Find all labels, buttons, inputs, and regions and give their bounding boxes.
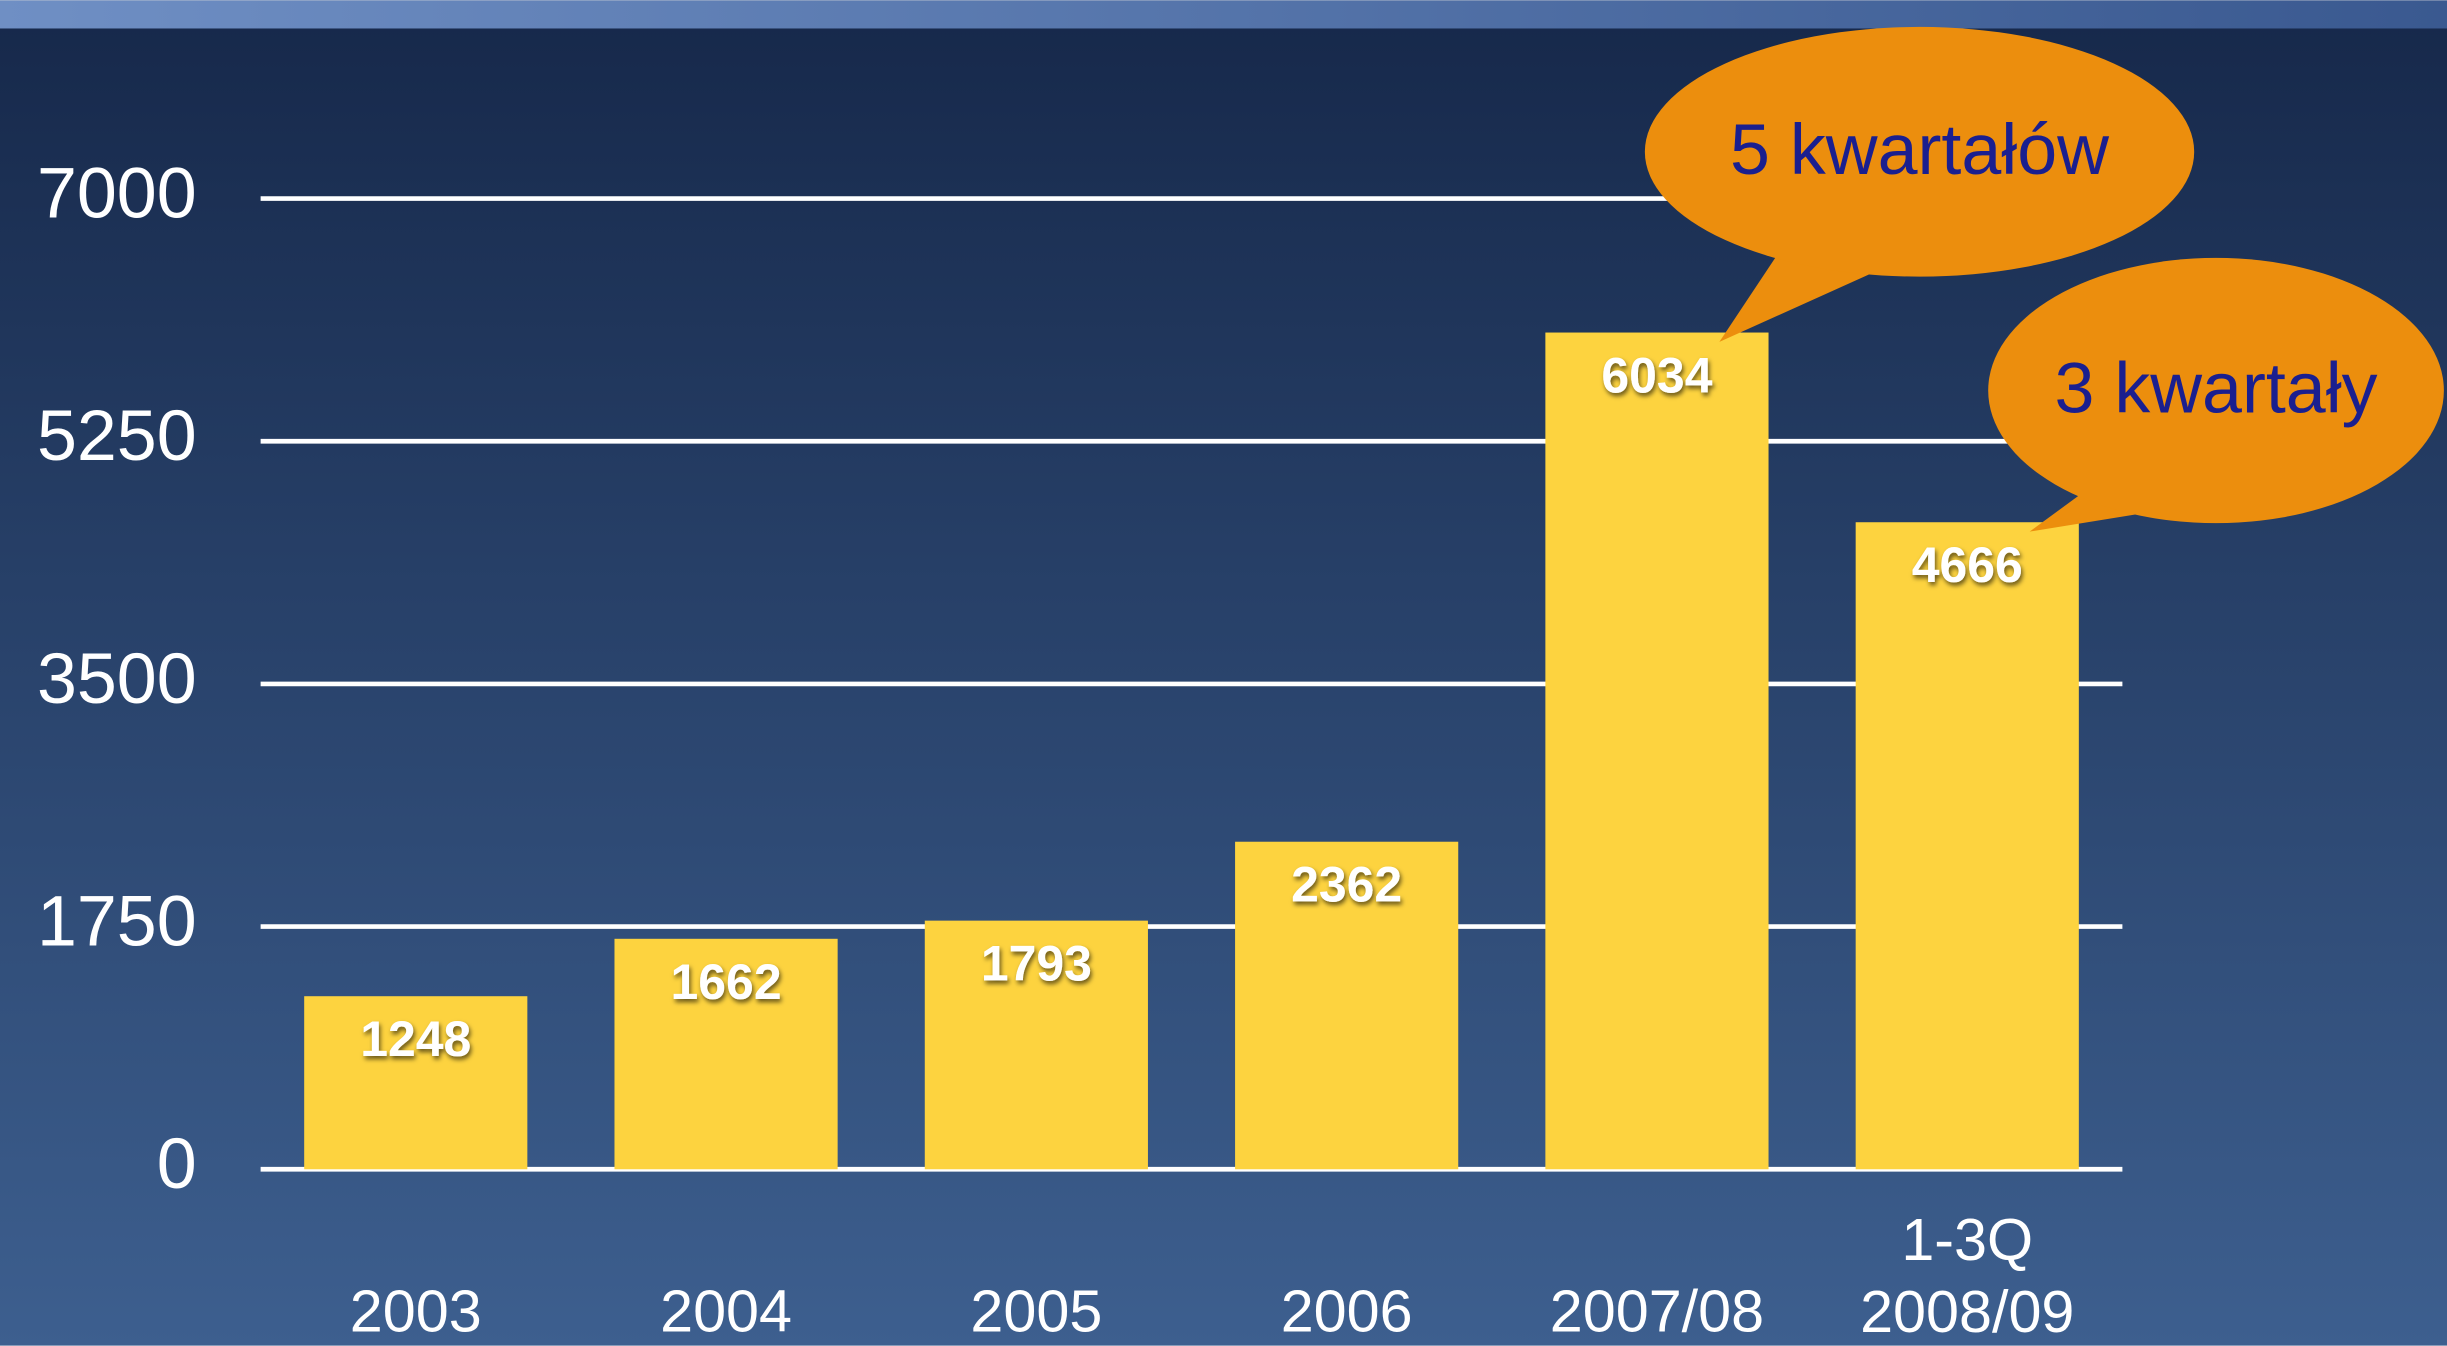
- x-tick-label: 2003: [350, 1278, 482, 1345]
- y-tick-label: 5250: [37, 396, 197, 476]
- bar: [614, 938, 838, 1170]
- callout: 3 kwartały: [1988, 257, 2444, 532]
- callout: 5 kwartałów: [1644, 26, 2195, 342]
- callout-bubble: [1988, 257, 2444, 524]
- value-label: 4666: [1912, 537, 2023, 593]
- x-tick-label: 1-3Q 2008/09: [1860, 1206, 2074, 1345]
- y-tick-label: 0: [157, 1124, 197, 1204]
- y-tick-label: 7000: [37, 154, 197, 234]
- value-label: 1248: [360, 1011, 471, 1067]
- bar: [304, 996, 528, 1170]
- bar: [1545, 332, 1769, 1170]
- y-tick-label: 1750: [37, 882, 197, 962]
- y-tick-label: 3500: [37, 639, 197, 719]
- annotation: 5 kwartałów: [1730, 110, 2109, 190]
- plot: 0 1750 3500 5250 7000 1248 2003 1662 2004 1793 200…: [37, 26, 2444, 1345]
- x-tick-label: 2007/08: [1550, 1278, 1764, 1345]
- value-label: 6034: [1601, 348, 1712, 404]
- x-tick-label: 2005: [970, 1278, 1102, 1345]
- value-label: 1793: [981, 936, 1092, 992]
- x-tick-label: 2006: [1281, 1278, 1413, 1345]
- callout-bubble: [1644, 26, 2195, 277]
- annotation: 3 kwartały: [2055, 349, 2378, 429]
- value-label: 1662: [671, 954, 782, 1010]
- value-label: 2362: [1291, 857, 1402, 913]
- top-strip: [0, 0, 2447, 29]
- bar: [1235, 841, 1459, 1170]
- bar: [924, 920, 1148, 1170]
- bar: [1855, 522, 2079, 1170]
- x-tick-label: 2004: [660, 1278, 792, 1345]
